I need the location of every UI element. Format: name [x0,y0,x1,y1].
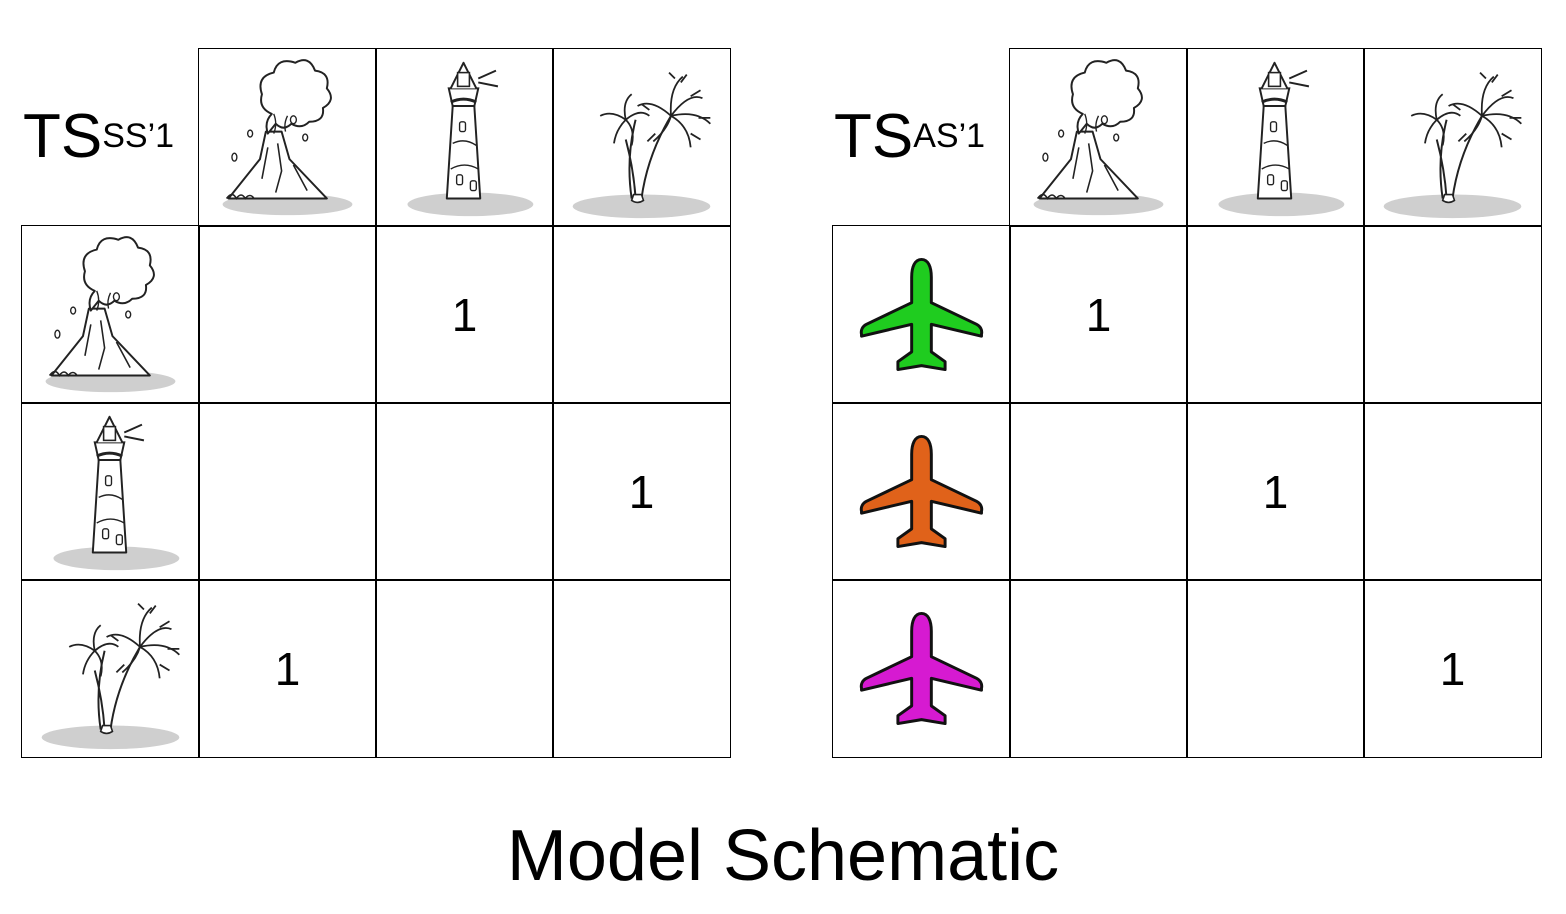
matrix-label: TS AS’1 [832,48,1009,225]
matrix-label: TS SS’1 [21,48,198,225]
plane-drawing [859,257,984,372]
lighthouse-icon [375,48,554,227]
cell-value [1010,403,1187,580]
matrix-cell [552,225,731,404]
label-main: TS [834,101,914,171]
matrix-cell [375,579,554,758]
palm-tree-icon [552,48,731,227]
figure-title: Model Schematic [506,816,1060,896]
label-superscript: AS’1 [913,117,986,155]
matrix-cell [1363,402,1542,581]
volcano-drawing [222,59,353,216]
matrix-cell [1186,225,1365,404]
cell-value: 1 [628,465,655,518]
lighthouse-icon [1186,48,1365,227]
palm-drawing [1383,71,1522,219]
lighthouse-drawing [53,415,180,571]
matrix-cell: 1 [198,579,377,758]
lighthouse-drawing [1218,61,1345,217]
matrix-cell [198,402,377,581]
cell-value [553,226,730,403]
matrix-cell: 1 [1009,225,1188,404]
matrix-cell: 1 [552,402,731,581]
volcano-icon [1009,48,1188,227]
cell-value [1364,226,1541,403]
cell-value [199,226,376,403]
cell-value [199,403,376,580]
label-main: TS [23,101,103,171]
airplane-icon [832,579,1011,758]
plane-drawing [859,611,984,726]
airplane-icon [832,225,1011,404]
palm-tree-icon [1363,48,1542,227]
matrix-cell [1363,225,1542,404]
cell-value [376,403,553,580]
label-superscript: SS’1 [102,117,175,155]
cell-value [376,580,553,757]
matrix-cell: 1 [1363,579,1542,758]
volcano-icon [198,48,377,227]
matrix-state-state: TS SS’1 [21,48,732,759]
palm-drawing [572,71,711,219]
matrix-cell: 1 [1186,402,1365,581]
plane-drawing [859,434,984,549]
matrix-cell [198,225,377,404]
cell-value: 1 [451,288,478,341]
matrix-cell [1009,579,1188,758]
palm-tree-icon [21,579,200,758]
volcano-drawing [1033,59,1164,216]
cell-value [1187,580,1364,757]
cell-value [1364,403,1541,580]
cell-value [1010,580,1187,757]
lighthouse-drawing [407,61,534,217]
cell-value: 1 [1439,642,1466,695]
cell-value: 1 [1262,465,1289,518]
cell-value [1187,226,1364,403]
palm-drawing [41,602,180,750]
cell-value: 1 [274,642,301,695]
matrix-cell: 1 [375,225,554,404]
matrix-cell [1009,402,1188,581]
matrix-action-state: TS AS’1 1 [832,48,1543,759]
matrix-cell [375,402,554,581]
cell-value: 1 [1085,288,1112,341]
volcano-icon [21,225,200,404]
lighthouse-icon [21,402,200,581]
matrix-cell [552,579,731,758]
volcano-drawing [45,236,176,393]
cell-value [553,580,730,757]
matrix-cell [1186,579,1365,758]
airplane-icon [832,402,1011,581]
